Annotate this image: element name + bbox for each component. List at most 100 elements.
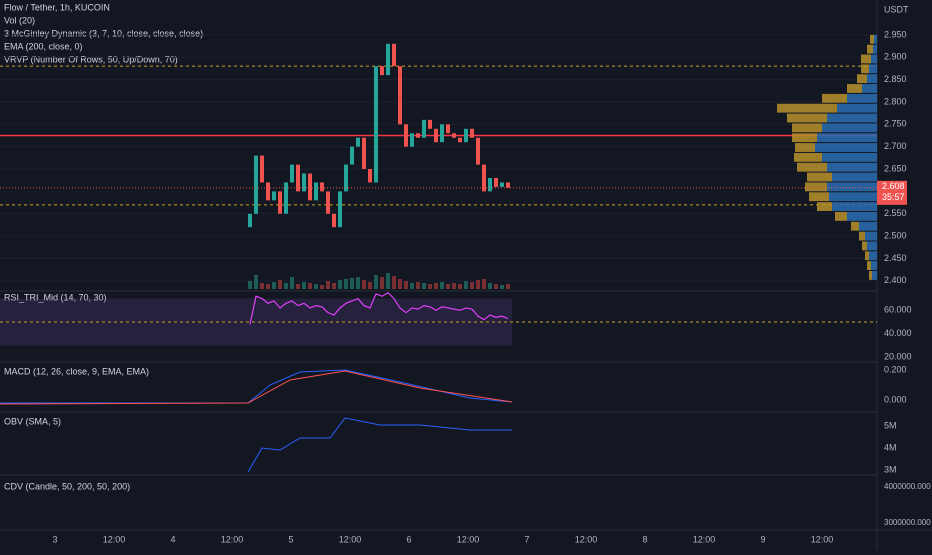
candle <box>254 155 258 214</box>
obv-line <box>247 417 512 473</box>
candle <box>416 133 420 138</box>
candle <box>488 177 492 192</box>
candle <box>284 182 288 214</box>
countdown: 35:57 <box>882 192 905 202</box>
candle <box>452 133 456 138</box>
x-tick-label: 3 <box>52 534 57 544</box>
candle <box>290 164 294 183</box>
y-tick-label: 2.400 <box>884 275 907 285</box>
vrvp-down <box>869 271 872 280</box>
vrvp-down <box>822 93 847 103</box>
candle <box>368 169 372 183</box>
last-price-box <box>877 180 907 205</box>
volume-bar <box>338 280 342 289</box>
vrvp-down <box>795 143 815 152</box>
volume-bar <box>404 281 408 289</box>
rsi-line <box>249 291 509 325</box>
y-tick-label: 2.550 <box>884 208 907 218</box>
vrvp-down <box>817 202 832 211</box>
x-tick-label: 5 <box>288 534 293 544</box>
x-tick-label: 12:00 <box>693 534 716 544</box>
candle <box>494 177 498 187</box>
candle <box>374 66 378 183</box>
candle <box>386 43 390 76</box>
vrvp-down <box>857 74 867 84</box>
candle <box>350 146 354 165</box>
candle <box>320 182 324 192</box>
candle <box>482 164 486 192</box>
volume-bar <box>392 276 396 289</box>
volume-bar <box>356 277 360 289</box>
price-unit: USDT <box>884 4 909 14</box>
x-tick-label: 4 <box>170 534 175 544</box>
volume-bar <box>506 284 510 289</box>
vrvp-down <box>851 221 859 231</box>
volume-bar <box>260 283 264 289</box>
legend-text: 3 McGinley Dynamic (3, 7, 10, close, clo… <box>4 28 203 38</box>
volume-bar <box>380 277 384 289</box>
volume-bar <box>368 282 372 289</box>
vrvp-up <box>822 152 877 162</box>
x-tick-label: 12:00 <box>457 534 480 544</box>
cdv-label: CDV (Candle, 50, 200, 50, 200) <box>4 481 130 491</box>
volume-bar <box>428 284 432 289</box>
volume-bar <box>446 284 450 289</box>
rsi-label: RSI_TRI_Mid (14, 70, 30) <box>4 292 107 302</box>
volume-bar <box>332 283 336 289</box>
y-tick-label: 0.200 <box>884 364 907 374</box>
volume-bar <box>488 283 492 289</box>
candle <box>500 182 504 187</box>
vrvp-down <box>809 192 829 202</box>
volume-bar <box>440 282 444 289</box>
candle <box>356 137 360 147</box>
y-tick-label: 0.000 <box>884 394 907 404</box>
candle <box>326 191 330 214</box>
volume-bar <box>398 279 402 289</box>
volume-bar <box>254 275 258 289</box>
vrvp-up <box>822 123 877 133</box>
vrvp-down <box>861 64 869 74</box>
vrvp-down <box>787 113 827 123</box>
candle <box>272 191 276 201</box>
pane-separators <box>0 290 877 476</box>
candle <box>338 191 342 228</box>
legend-text: Flow / Tether, 1h, KUCOIN <box>4 2 110 12</box>
y-tick-label: 2.450 <box>884 253 907 263</box>
volume-bar <box>386 273 390 289</box>
vrvp-down <box>794 152 822 162</box>
vrvp-down <box>862 241 867 251</box>
volume-bar <box>482 279 486 289</box>
vrvp-down <box>835 211 847 221</box>
vrvp-down <box>847 84 862 93</box>
y-tick-label: 60.000 <box>884 305 912 315</box>
volume-bar <box>308 283 312 289</box>
candle <box>428 119 432 129</box>
vrvp-up <box>869 251 877 261</box>
volume-bar <box>278 280 282 289</box>
vrvp-down <box>867 261 871 271</box>
vrvp-down <box>805 182 827 192</box>
vrvp-up <box>872 271 877 280</box>
volume-bar <box>494 284 498 289</box>
volume-bar <box>452 283 456 289</box>
vrvp-down <box>865 251 869 261</box>
volume-bar <box>416 282 420 289</box>
y-tick-label: 2.750 <box>884 119 907 129</box>
vrvp-up <box>827 113 877 123</box>
x-tick-label: 12:00 <box>221 534 244 544</box>
candle <box>392 43 396 67</box>
volume-bar <box>458 284 462 289</box>
volume-bar <box>302 282 306 289</box>
candle <box>422 119 426 138</box>
volume-bar <box>320 285 324 289</box>
vrvp-up <box>873 44 877 54</box>
volume-bar <box>410 283 414 289</box>
vrvp-up <box>867 74 877 84</box>
vrvp-up <box>847 211 877 221</box>
volume-bar <box>374 275 378 289</box>
volume-bar <box>476 280 480 289</box>
volume-bar <box>296 284 300 289</box>
vrvp-up <box>869 64 877 74</box>
candle <box>308 173 312 201</box>
